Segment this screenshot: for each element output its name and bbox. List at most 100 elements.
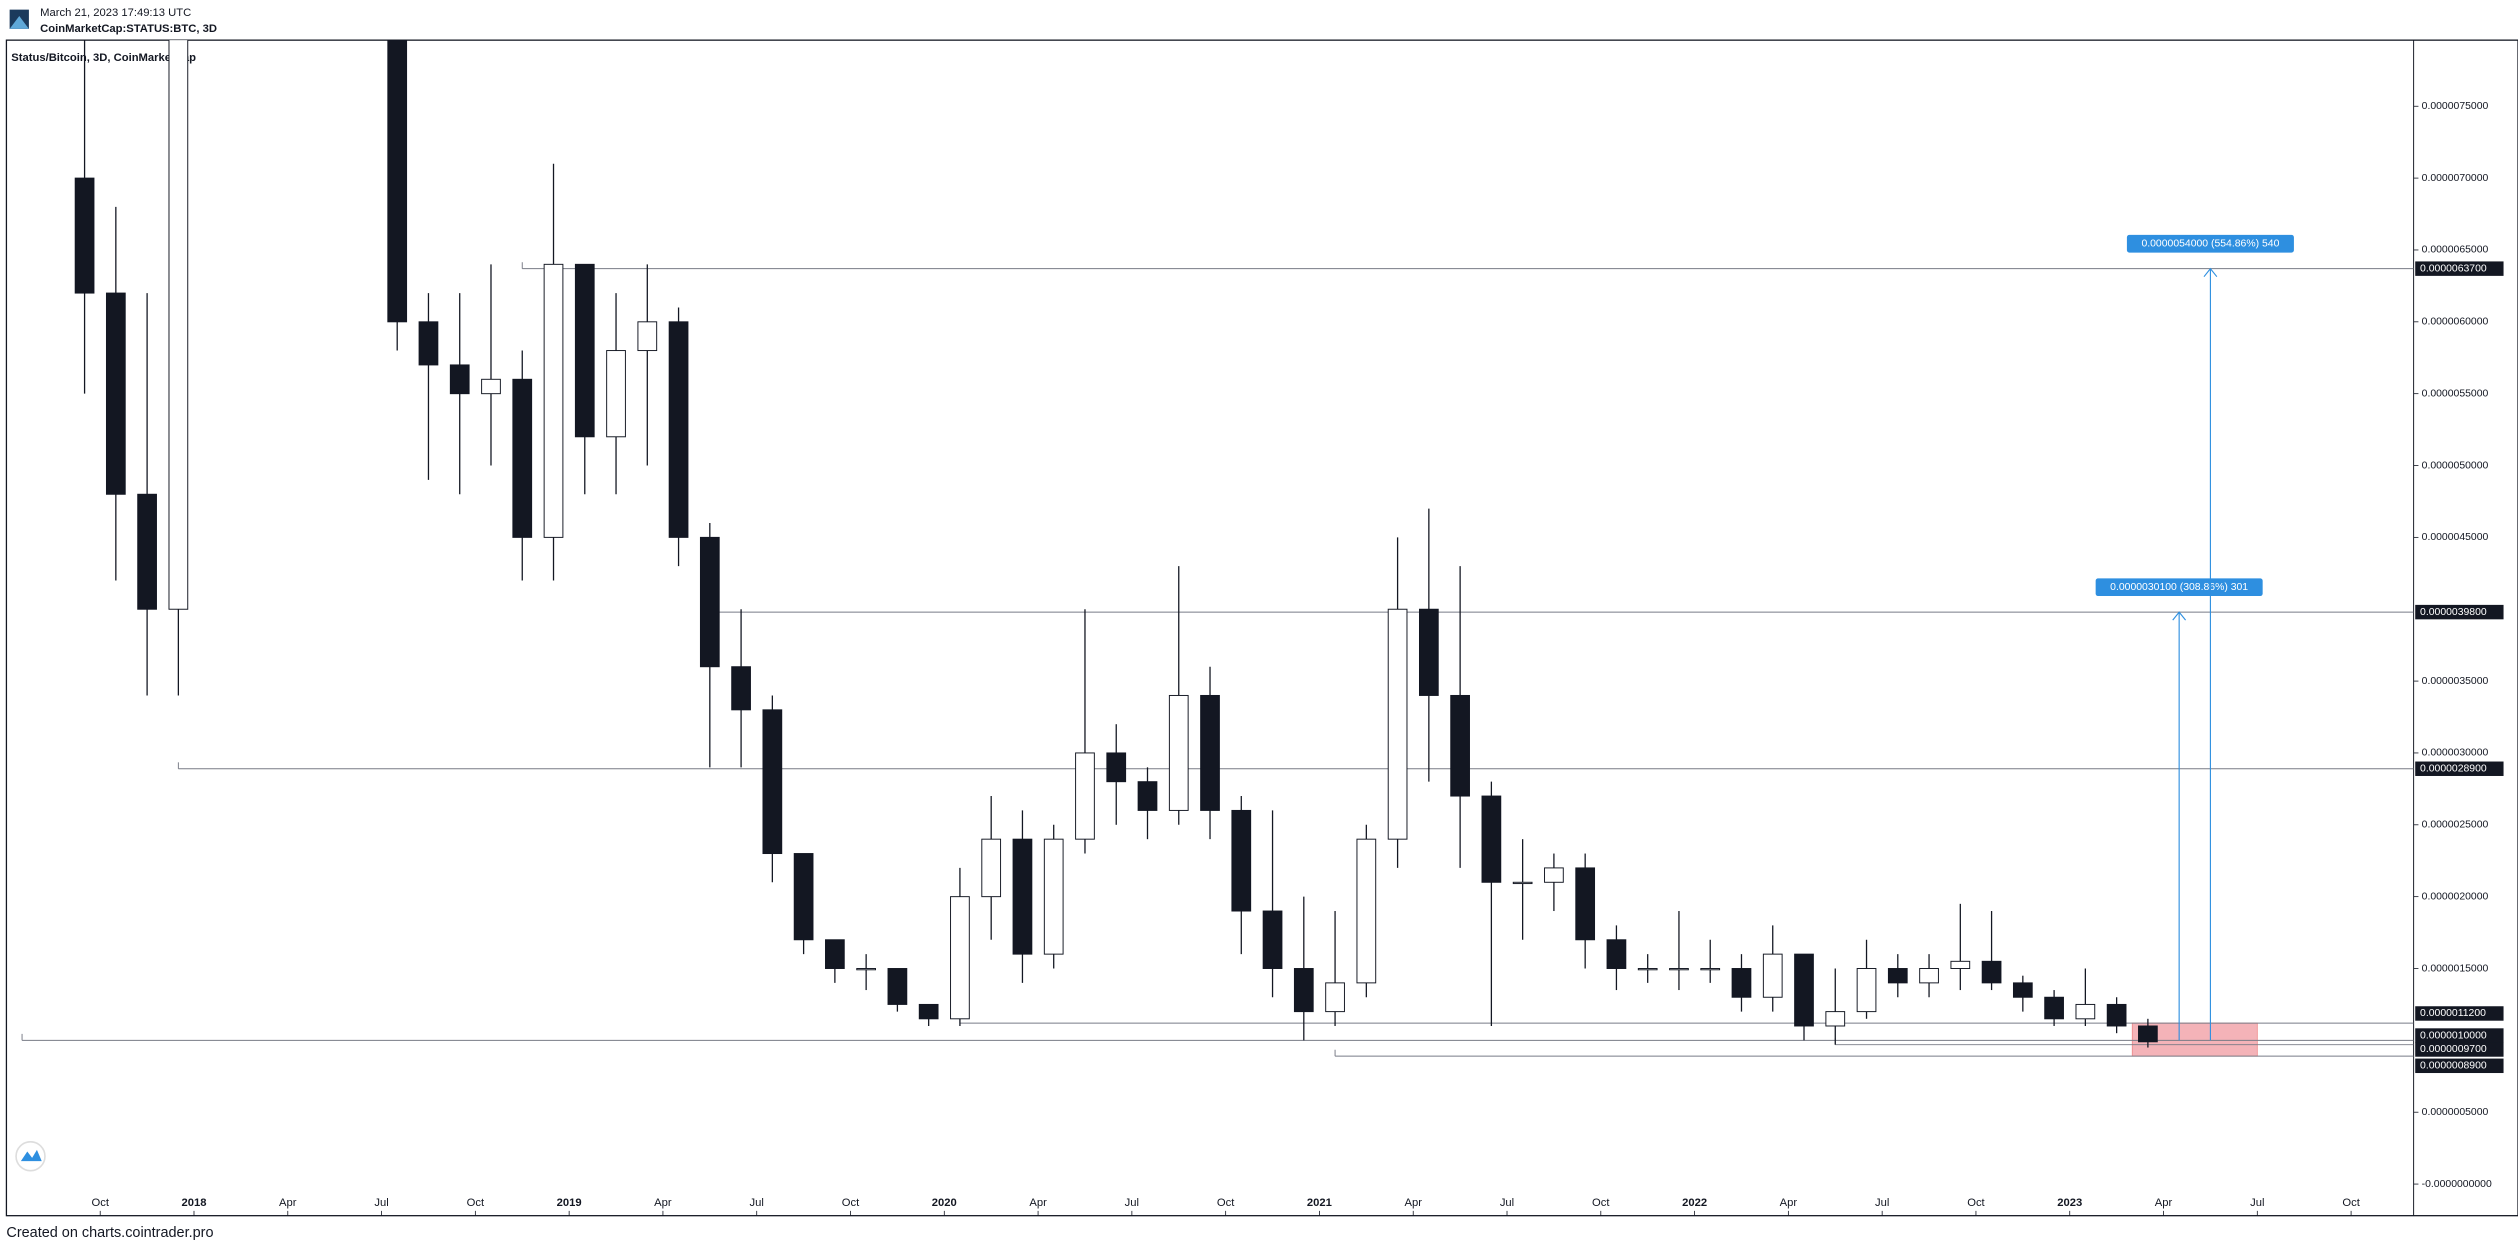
level-label: 0.0000028900	[2420, 764, 2487, 775]
measure-label-box	[2126, 234, 2294, 253]
y-tick-label: 0.0000035000	[2422, 676, 2489, 687]
y-tick-label: 0.0000050000	[2422, 460, 2489, 471]
candle-body	[1669, 968, 1689, 971]
candle-body	[1200, 694, 1220, 811]
level-label: 0.0000011200	[2420, 1008, 2486, 1019]
x-tick-label: 2022	[1682, 1197, 1707, 1209]
plot-area: 0.0000030100 (308.86%) 301 0.0000054000 (…	[21, 40, 2414, 1057]
candle-body	[1544, 867, 1564, 883]
measure-label: 0.0000054000 (554.86%) 540	[2141, 239, 2279, 250]
x-tick-label: 2020	[932, 1197, 957, 1209]
candle-body	[1137, 781, 1158, 811]
x-tick-label: Oct	[1592, 1197, 1610, 1209]
x-tick-label: Oct	[467, 1197, 485, 1209]
level-label: 0.0000008900	[2420, 1061, 2487, 1072]
candle-body	[2044, 996, 2064, 1020]
candle-body	[2075, 1003, 2096, 1020]
footer: Created on charts.cointrader.pro	[6, 1225, 213, 1241]
y-tick-label: 0.0000045000	[2422, 532, 2489, 543]
candle-body	[637, 321, 658, 352]
candle-body	[1950, 960, 1971, 969]
candle-body	[1293, 968, 1314, 1013]
candle-body	[1262, 910, 1283, 969]
candle-body	[1856, 968, 1877, 1013]
x-tick-label: 2019	[557, 1197, 582, 1209]
measure-label: 0.0000030100 (308.86%) 301	[2110, 582, 2248, 593]
x-tick-label: Oct	[1217, 1197, 1235, 1209]
candle-body	[1418, 608, 1439, 696]
candle-body	[1481, 795, 1502, 883]
candle-body	[668, 321, 689, 538]
candle-body	[1981, 960, 2002, 984]
x-tick-label: Apr	[1404, 1197, 1422, 1209]
candle-body	[1887, 968, 1908, 984]
candle-body	[1075, 752, 1095, 840]
candle-body	[1168, 694, 1189, 811]
candle-body	[1512, 881, 1533, 885]
candle-body	[856, 968, 876, 971]
candle-body	[168, 40, 189, 610]
candle-body	[918, 1003, 939, 1020]
x-tick-label: Jul	[2250, 1197, 2264, 1209]
candle-body	[2138, 1025, 2158, 1043]
y-tick-label: 0.0000060000	[2422, 317, 2489, 328]
candle-body	[574, 263, 595, 438]
timestamp: March 21, 2023 17:49:13 UTC	[40, 7, 191, 19]
candle-body	[887, 968, 908, 1005]
y-tick-label: 0.0000020000	[2422, 891, 2489, 902]
symbol: CoinMarketCap:STATUS:BTC, 3D	[40, 23, 217, 35]
y-tick-label: 0.0000070000	[2422, 173, 2489, 184]
x-tick-label: Oct	[91, 1197, 109, 1209]
x-tick-label: Oct	[1967, 1197, 1985, 1209]
candle-body	[1731, 968, 1752, 998]
candle-body	[105, 292, 126, 495]
candle-body	[512, 378, 533, 538]
level-label-box	[2415, 761, 2504, 776]
level-label: 0.0000010000	[2420, 1030, 2487, 1041]
candle-body	[418, 321, 439, 366]
x-tick-label: Apr	[654, 1197, 672, 1209]
level-label-box	[2415, 261, 2504, 276]
candle-body	[1356, 838, 1377, 984]
level-label-box	[2415, 1042, 2504, 1057]
candle-body	[1575, 867, 1596, 941]
candle-body	[1919, 968, 1939, 984]
candle-body	[1043, 838, 1064, 955]
candle-body	[543, 263, 564, 538]
candle-body	[1825, 1011, 1846, 1027]
level-label: 0.0000009700	[2420, 1044, 2487, 1055]
candle-body	[1762, 953, 1783, 998]
candle-body	[1450, 694, 1470, 797]
candle-body	[950, 896, 970, 1020]
level-label-box	[2415, 1028, 2504, 1043]
logo	[9, 9, 29, 29]
candle-body	[793, 853, 814, 941]
measure-label-box	[2095, 578, 2263, 597]
watermark-logo	[15, 1141, 46, 1172]
x-tick-label: 2018	[181, 1197, 206, 1209]
candle-body	[1637, 968, 1658, 971]
x-tick-label: Jul	[1500, 1197, 1514, 1209]
candle-body	[699, 536, 720, 668]
level-label-box	[2415, 1006, 2504, 1021]
measure-arrow	[2203, 267, 2218, 278]
x-tick-label: Apr	[279, 1197, 297, 1209]
chart-title: Status/Bitcoin, 3D, CoinMarketCap	[11, 52, 196, 64]
y-tick-label: 0.0000015000	[2422, 963, 2489, 974]
x-tick-label: Apr	[1029, 1197, 1047, 1209]
x-tick-label: Jul	[1875, 1197, 1889, 1209]
x-tick-label: Oct	[842, 1197, 860, 1209]
candle-body	[387, 40, 408, 323]
measure-arrow	[2172, 611, 2187, 621]
candle-body	[2106, 1003, 2127, 1027]
x-tick-label: Oct	[2342, 1197, 2360, 1209]
candle-body	[1106, 752, 1127, 783]
candle-body	[1794, 953, 1814, 1027]
y-tick-label: 0.0000025000	[2422, 820, 2489, 831]
candle-body	[981, 838, 1002, 898]
candle-body	[762, 709, 783, 855]
x-tick-label: Jul	[374, 1197, 388, 1209]
candle-body	[1231, 809, 1252, 912]
x-tick-label: Jul	[1125, 1197, 1139, 1209]
